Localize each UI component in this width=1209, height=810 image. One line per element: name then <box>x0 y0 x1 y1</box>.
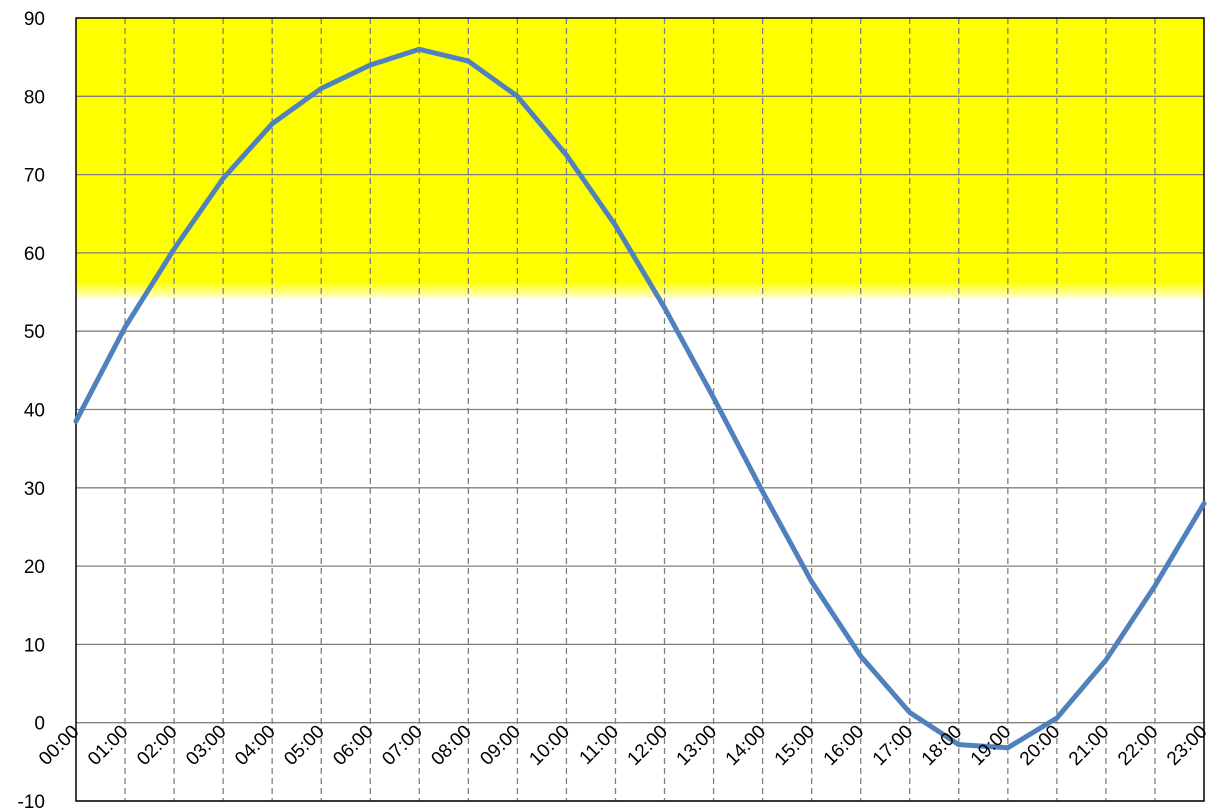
y-tick-label: 50 <box>24 322 45 343</box>
y-axis-tick-labels: -10 0 10 20 30 40 50 60 70 80 90 <box>18 9 45 810</box>
y-tick-label: 20 <box>24 557 45 578</box>
y-tick-label: 0 <box>34 714 45 735</box>
y-tick-label: 60 <box>24 244 45 265</box>
plot-border <box>75 17 1205 802</box>
y-tick-label: 40 <box>24 401 45 422</box>
highlight-band <box>76 18 1204 299</box>
y-tick-label: -10 <box>18 792 45 810</box>
series-polyline <box>73 46 1207 751</box>
y-tick-label: 10 <box>24 635 45 656</box>
y-tick-label: 90 <box>24 9 45 30</box>
y-tick-label: 70 <box>24 166 45 187</box>
series-line <box>73 46 1207 751</box>
vertical-gridlines <box>124 18 1156 801</box>
y-tick-label: 80 <box>24 87 45 108</box>
y-tick-label: 30 <box>24 479 45 500</box>
